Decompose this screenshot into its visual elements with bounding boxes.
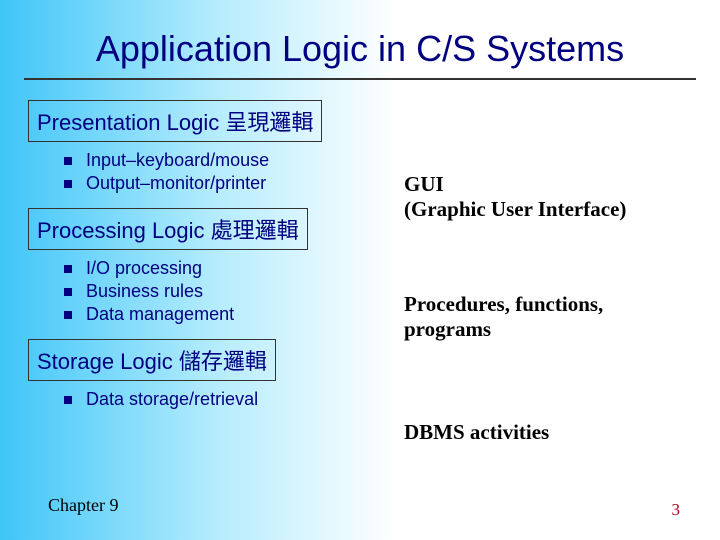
bullet-text: I/O processing [86,258,202,279]
list-item: I/O processing [64,258,388,279]
right-annotation-procedures: Procedures, functions, programs [404,292,603,342]
content-area: Presentation Logic 呈現邏輯 Input–keyboard/m… [0,100,720,410]
section-heading: Presentation Logic 呈現邏輯 [37,110,313,135]
bullet-text: Output–monitor/printer [86,173,266,194]
bullet-icon [64,180,72,188]
list-item: Business rules [64,281,388,302]
bullet-text: Data storage/retrieval [86,389,258,410]
section-heading: Processing Logic 處理邏輯 [37,218,299,243]
bullet-list-storage: Data storage/retrieval [64,389,388,410]
right-annotation-dbms: DBMS activities [404,420,549,445]
list-item: Data storage/retrieval [64,389,388,410]
section-box-storage: Storage Logic 儲存邏輯 [28,339,276,381]
bullet-list-presentation: Input–keyboard/mouse Output–monitor/prin… [64,150,388,194]
bullet-text: Data management [86,304,234,325]
bullet-list-processing: I/O processing Business rules Data manag… [64,258,388,325]
right-text: programs [404,317,603,342]
list-item: Data management [64,304,388,325]
list-item: Output–monitor/printer [64,173,388,194]
bullet-icon [64,288,72,296]
left-column: Presentation Logic 呈現邏輯 Input–keyboard/m… [28,100,388,410]
bullet-icon [64,265,72,273]
bullet-icon [64,396,72,404]
bullet-icon [64,311,72,319]
page-number: 3 [672,500,681,520]
title-underline [24,78,696,80]
right-annotation-gui: GUI (Graphic User Interface) [404,172,626,222]
right-text: (Graphic User Interface) [404,197,626,222]
section-heading: Storage Logic 儲存邏輯 [37,349,267,374]
right-text: GUI [404,172,626,197]
footer-chapter: Chapter 9 [48,495,118,516]
bullet-text: Business rules [86,281,203,302]
section-box-presentation: Presentation Logic 呈現邏輯 [28,100,322,142]
bullet-icon [64,157,72,165]
slide-title: Application Logic in C/S Systems [0,0,720,78]
bullet-text: Input–keyboard/mouse [86,150,269,171]
section-box-processing: Processing Logic 處理邏輯 [28,208,308,250]
right-text: Procedures, functions, [404,292,603,317]
list-item: Input–keyboard/mouse [64,150,388,171]
